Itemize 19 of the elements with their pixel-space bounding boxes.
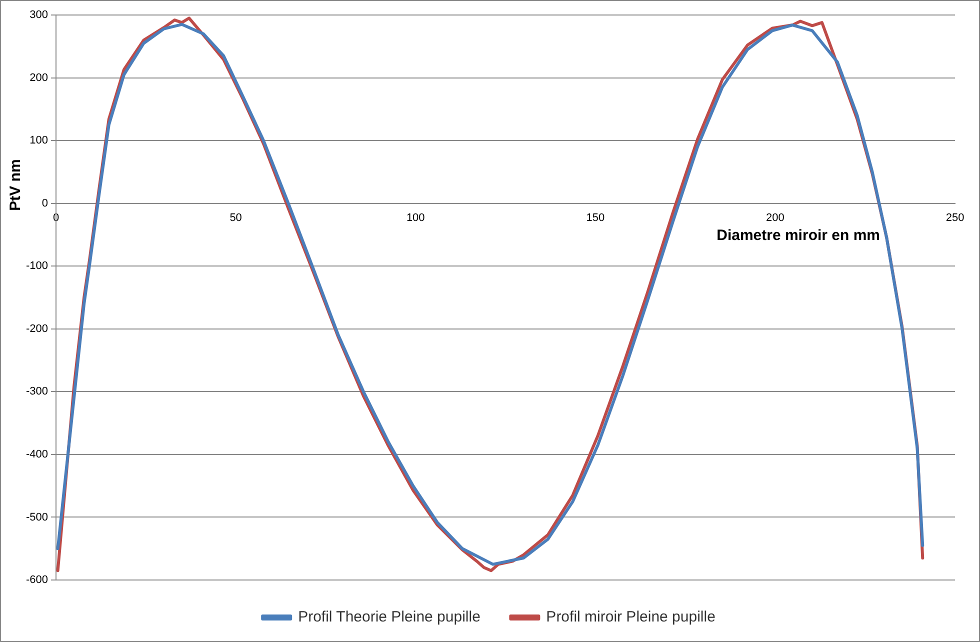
y-tick-label: -100 [26, 260, 48, 272]
y-tick-label: 100 [30, 134, 48, 147]
legend-label: Profil Theorie Pleine pupille [298, 608, 480, 626]
y-tick-label: -600 [26, 574, 48, 586]
y-tick-label: -400 [26, 448, 48, 460]
y-tick-label: -300 [26, 386, 48, 398]
x-tick-label: 200 [766, 212, 784, 224]
y-tick-label: -200 [26, 322, 48, 335]
legend-label: Profil miroir Pleine pupille [546, 608, 716, 626]
x-tick-label: 50 [230, 212, 242, 224]
x-axis-title: Diametre miroir en mm [716, 226, 880, 244]
x-tick-label: 150 [586, 212, 605, 224]
y-tick-label: 300 [30, 9, 48, 22]
x-tick-label: 100 [406, 212, 425, 224]
y-axis-title: PtV nm [7, 159, 24, 211]
y-tick-label: -500 [26, 511, 48, 524]
y-tick-label: 200 [30, 72, 48, 84]
x-tick-label: 250 [946, 212, 964, 224]
y-tick-label: 0 [42, 197, 48, 210]
